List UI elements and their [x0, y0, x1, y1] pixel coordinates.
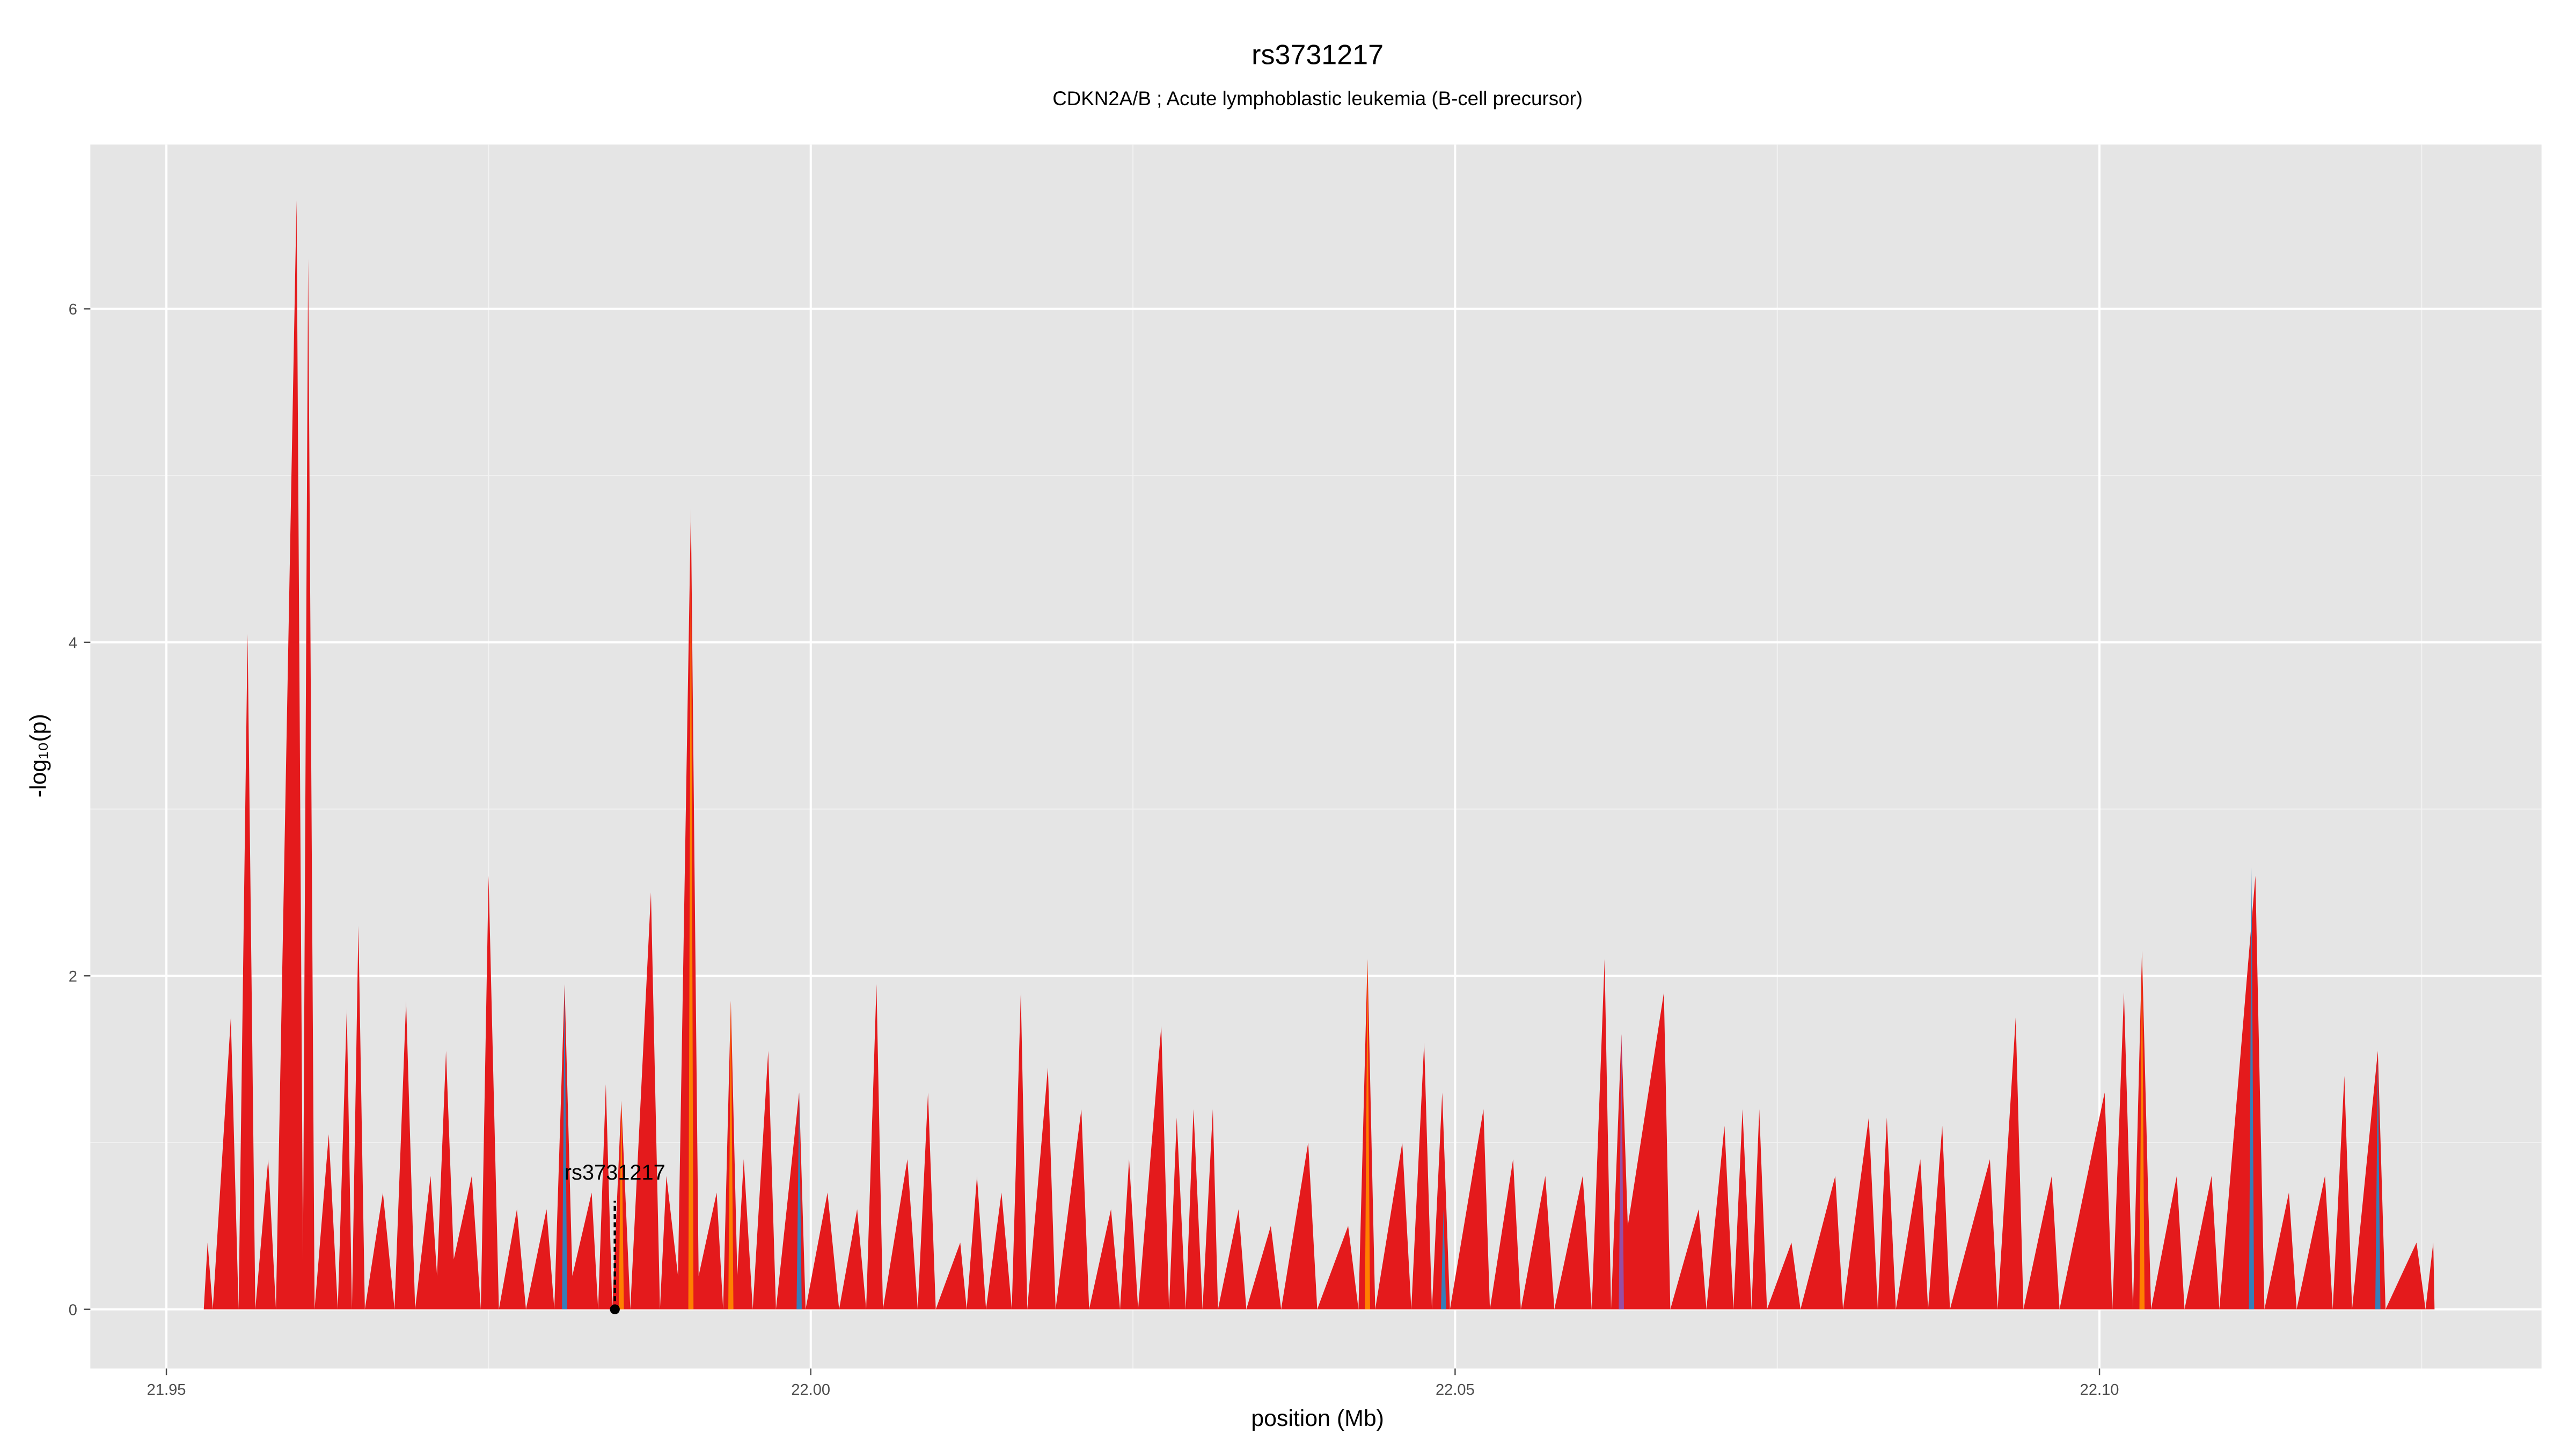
y-axis-label: -log₁₀(p) — [26, 714, 52, 797]
x-tick-label: 22.00 — [791, 1381, 830, 1399]
y-tick-label: 4 — [69, 635, 77, 652]
axes: 21.95 22.00 22.05 22.10 0 2 4 6 — [69, 301, 2119, 1399]
annotation-point — [610, 1304, 620, 1314]
marks: rs3731217 — [203, 200, 2435, 1314]
chart-title: rs3731217 — [1252, 39, 1384, 70]
chart-subtitle: CDKN2A/B ; Acute lymphoblastic leukemia … — [1052, 87, 1583, 109]
y-tick-label: 2 — [69, 968, 77, 985]
area — [203, 200, 2435, 1309]
x-axis-label: position (Mb) — [1251, 1406, 1384, 1431]
x-tick-label: 22.10 — [2080, 1381, 2119, 1399]
y-tick-label: 0 — [69, 1301, 77, 1319]
x-tick-label: 22.05 — [1436, 1381, 1475, 1399]
annotation-label: rs3731217 — [565, 1161, 665, 1184]
area — [1619, 1034, 1624, 1309]
y-tick-label: 6 — [69, 301, 77, 318]
x-tick-label: 21.95 — [147, 1381, 186, 1399]
plot-panel — [90, 144, 2542, 1369]
